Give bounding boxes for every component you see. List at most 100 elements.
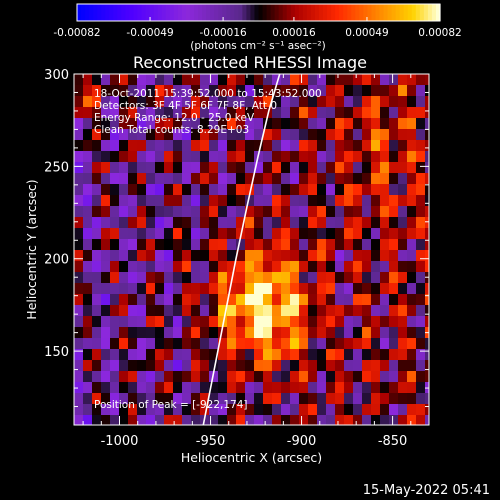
heatmap-cell <box>173 393 183 405</box>
heatmap-cell <box>308 305 318 317</box>
heatmap-cell <box>308 349 318 361</box>
heatmap-cell <box>290 272 300 284</box>
timestamp: 15-May-2022 05:41 <box>363 483 490 498</box>
heatmap-cell <box>245 96 255 108</box>
heatmap-cell <box>245 327 255 339</box>
heatmap-cell <box>227 261 237 273</box>
heatmap-cell <box>272 118 282 130</box>
heatmap-cell <box>317 151 327 163</box>
heatmap-cell <box>290 151 300 163</box>
heatmap-cell <box>128 129 138 141</box>
heatmap-cell <box>263 96 273 108</box>
heatmap-cell <box>425 393 429 405</box>
heatmap-cell <box>425 184 429 196</box>
heatmap-cell <box>137 140 147 152</box>
heatmap-cell <box>389 272 399 284</box>
heatmap-cell <box>290 360 300 372</box>
heatmap-cell <box>344 173 354 185</box>
heatmap-cell <box>236 173 246 185</box>
heatmap-cell <box>101 96 111 108</box>
heatmap-cell <box>254 129 264 141</box>
heatmap-cell <box>308 371 318 383</box>
heatmap-cell <box>191 151 201 163</box>
colorbar-segment <box>419 4 425 21</box>
heatmap-cell <box>425 228 429 240</box>
x-axis-label: Heliocentric X (arcsec) <box>181 450 322 465</box>
heatmap-cell <box>74 162 84 174</box>
heatmap-cell <box>326 305 336 317</box>
heatmap-cell <box>299 327 309 339</box>
heatmap-cell <box>353 382 363 394</box>
heatmap-cell <box>173 107 183 119</box>
heatmap-cell <box>353 173 363 185</box>
heatmap-cell <box>218 250 228 262</box>
heatmap-cell <box>173 338 183 350</box>
colorbar-segment <box>323 4 328 21</box>
heatmap-cell <box>74 96 84 108</box>
heatmap-cell <box>398 206 408 218</box>
heatmap-cell <box>335 283 345 295</box>
heatmap-cell <box>416 74 426 86</box>
heatmap-cell <box>119 85 129 97</box>
heatmap-cell <box>200 228 210 240</box>
heatmap-cell <box>164 250 174 262</box>
heatmap-cell <box>155 217 165 229</box>
heatmap-cell <box>164 349 174 361</box>
heatmap-cell <box>200 272 210 284</box>
heatmap-cell <box>227 305 237 317</box>
heatmap-cell <box>299 283 309 295</box>
heatmap-cell <box>182 261 192 273</box>
heatmap-cell <box>191 85 201 97</box>
heatmap-cell <box>308 195 318 207</box>
heatmap-cell <box>254 107 264 119</box>
heatmap-cell <box>380 305 390 317</box>
heatmap-cell <box>164 371 174 383</box>
heatmap-cell <box>281 261 291 273</box>
colorbar-segment <box>314 4 320 21</box>
heatmap-cell <box>191 272 201 284</box>
colorbar-segment <box>202 4 207 21</box>
heatmap-cell <box>164 74 174 86</box>
heatmap-cell <box>119 305 129 317</box>
heatmap-cell <box>335 206 345 218</box>
heatmap-cell <box>83 173 93 185</box>
heatmap-cell <box>245 151 255 163</box>
heatmap-cell <box>173 272 183 284</box>
heatmap-cell <box>200 239 210 251</box>
colorbar-segment <box>298 4 304 21</box>
heatmap-cell <box>227 184 237 196</box>
heatmap-cell <box>74 118 84 130</box>
heatmap-cell <box>236 349 246 361</box>
colorbar-segment <box>214 4 219 21</box>
heatmap-cell <box>425 239 429 251</box>
heatmap-cell <box>173 283 183 295</box>
heatmap-cell <box>119 151 129 163</box>
heatmap-cell <box>137 294 147 306</box>
heatmap-cell <box>407 371 417 383</box>
colorbar-tick-label: -0.00016 <box>199 27 247 39</box>
heatmap-cell <box>416 118 426 130</box>
heatmap-cell <box>353 261 363 273</box>
heatmap-cell <box>290 349 300 361</box>
heatmap-cell <box>128 338 138 350</box>
heatmap-cell <box>290 195 300 207</box>
heatmap-cell <box>290 96 300 108</box>
heatmap-cell <box>110 96 120 108</box>
heatmap-cell <box>371 217 381 229</box>
heatmap-cell <box>353 316 363 328</box>
heatmap-cell <box>200 250 210 262</box>
heatmap-cell <box>164 151 174 163</box>
heatmap-cell <box>92 393 102 405</box>
heatmap-cell <box>227 228 237 240</box>
heatmap-cell <box>380 250 390 262</box>
heatmap-cell <box>128 96 138 108</box>
heatmap-cell <box>92 415 102 425</box>
x-tick-label: -1000 <box>101 434 139 449</box>
heatmap-cell <box>317 96 327 108</box>
heatmap-cell <box>101 151 111 163</box>
heatmap-cell <box>110 206 120 218</box>
heatmap-cell <box>164 173 174 185</box>
heatmap-cell <box>353 415 363 425</box>
heatmap-cell <box>263 316 273 328</box>
